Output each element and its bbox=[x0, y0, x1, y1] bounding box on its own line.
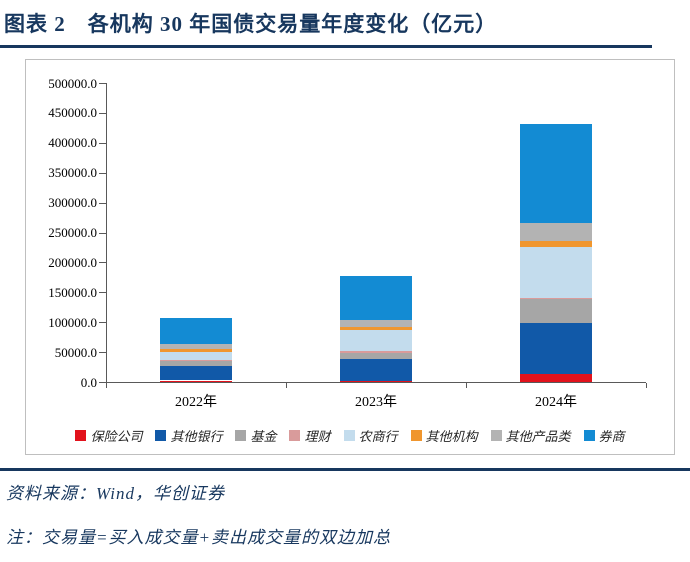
legend-label: 基金 bbox=[250, 429, 277, 444]
legend-item: 保险公司 bbox=[75, 426, 142, 445]
legend-label: 其他产品类 bbox=[505, 429, 571, 444]
bar-segment-其他产品类 bbox=[520, 222, 592, 241]
y-axis-tick bbox=[99, 172, 106, 174]
y-tick-label: 200000.0 bbox=[48, 254, 97, 270]
bar-segment-理财 bbox=[160, 359, 232, 362]
legend-item: 农商行 bbox=[343, 426, 398, 445]
y-axis-tick bbox=[99, 382, 106, 383]
y-tick-label: 150000.0 bbox=[48, 284, 97, 300]
x-axis-tick bbox=[286, 383, 287, 388]
bar-segment-基金 bbox=[520, 299, 592, 323]
y-axis bbox=[106, 83, 107, 382]
legend-item: 基金 bbox=[235, 426, 276, 445]
bar-segment-农商行 bbox=[160, 351, 232, 360]
bar-segment-其他机构 bbox=[160, 349, 232, 352]
y-tick-label: 450000.0 bbox=[48, 105, 97, 121]
x-axis-tick bbox=[646, 383, 647, 388]
note-text: 注：交易量=买入成交量+卖出成交量的双边加总 bbox=[6, 528, 391, 547]
bar-segment-理财 bbox=[520, 298, 592, 300]
y-axis-tick bbox=[99, 83, 106, 84]
bar-segment-保险公司 bbox=[160, 380, 232, 382]
legend-swatch-icon bbox=[75, 430, 87, 441]
legend-label: 券商 bbox=[598, 429, 625, 444]
bar-segment-其他产品类 bbox=[160, 343, 232, 350]
legend-item: 其他机构 bbox=[410, 426, 478, 445]
bar-segment-其他银行 bbox=[160, 366, 232, 381]
x-category-label: 2022年 bbox=[175, 395, 217, 410]
x-category-label: 2023年 bbox=[355, 395, 397, 410]
legend-label: 保险公司 bbox=[90, 429, 143, 444]
bar-segment-券商 bbox=[340, 275, 412, 320]
bar-segment-基金 bbox=[340, 352, 412, 360]
legend-swatch-icon bbox=[583, 430, 595, 441]
legend-label: 其他银行 bbox=[170, 429, 223, 444]
legend-label: 农商行 bbox=[358, 429, 398, 444]
legend: 保险公司 其他银行 基金 理财 农商行 其他机构 其他产品类 券商 bbox=[26, 426, 674, 445]
legend-swatch-icon bbox=[235, 430, 247, 441]
bar-segment-其他机构 bbox=[520, 240, 592, 247]
y-axis-tick bbox=[99, 292, 106, 294]
bar-segment-其他银行 bbox=[520, 322, 592, 374]
plot-area: 0.0 50000.0 100000.0 150000.0 200000.0 250000… bbox=[26, 60, 674, 454]
bar-segment-农商行 bbox=[340, 330, 412, 352]
y-axis-tick bbox=[99, 262, 106, 264]
x-axis-tick bbox=[466, 383, 467, 388]
bar-segment-券商 bbox=[160, 318, 232, 344]
x-axis-tick bbox=[106, 383, 107, 388]
legend-label: 理财 bbox=[304, 429, 331, 444]
bar-segment-保险公司 bbox=[340, 380, 412, 382]
legend-swatch-icon bbox=[289, 430, 301, 441]
y-axis-tick bbox=[99, 352, 106, 354]
y-axis-tick bbox=[99, 142, 106, 144]
source-text: 资料来源：Wind，华创证券 bbox=[6, 484, 225, 503]
bar-segment-理财 bbox=[340, 351, 412, 353]
x-category-label: 2024年 bbox=[535, 395, 577, 410]
bar-segment-基金 bbox=[160, 361, 232, 367]
bar-segment-其他银行 bbox=[340, 359, 412, 381]
legend-swatch-icon bbox=[155, 430, 167, 441]
bar-segment-其他产品类 bbox=[340, 319, 412, 328]
y-tick-label: 250000.0 bbox=[48, 225, 97, 240]
legend-item: 理财 bbox=[289, 426, 331, 445]
y-axis-tick bbox=[99, 232, 106, 234]
legend-item: 券商 bbox=[583, 426, 625, 445]
chart-frame: 0.0 50000.0 100000.0 150000.0 200000.0 250000… bbox=[25, 59, 675, 455]
y-axis-tick bbox=[99, 202, 106, 204]
y-tick-label: 300000.0 bbox=[48, 195, 97, 211]
title-underline bbox=[0, 45, 652, 48]
y-tick-label: 0.0 bbox=[80, 374, 97, 390]
y-axis-tick bbox=[99, 322, 106, 324]
legend-label: 其他机构 bbox=[425, 429, 478, 444]
y-tick-label: 50000.0 bbox=[54, 344, 97, 360]
legend-swatch-icon bbox=[490, 430, 502, 441]
bar-segment-券商 bbox=[520, 124, 592, 223]
legend-swatch-icon bbox=[410, 430, 422, 441]
legend-item: 其他银行 bbox=[155, 426, 222, 445]
y-tick-label: 500000.0 bbox=[48, 75, 97, 91]
bar-segment-农商行 bbox=[520, 246, 592, 299]
x-axis bbox=[106, 382, 646, 383]
y-tick-label: 400000.0 bbox=[48, 135, 97, 151]
bar-segment-其他机构 bbox=[340, 327, 412, 331]
legend-item: 其他产品类 bbox=[490, 426, 571, 445]
legend-swatch-icon bbox=[343, 430, 355, 441]
page-title: 图表 2 各机构 30 年国债交易量年度变化（亿元） bbox=[4, 12, 498, 36]
y-tick-label: 350000.0 bbox=[48, 165, 97, 181]
source-divider bbox=[0, 468, 690, 471]
bar-segment-保险公司 bbox=[520, 373, 592, 382]
y-tick-label: 100000.0 bbox=[48, 314, 97, 330]
y-axis-tick bbox=[99, 112, 106, 114]
